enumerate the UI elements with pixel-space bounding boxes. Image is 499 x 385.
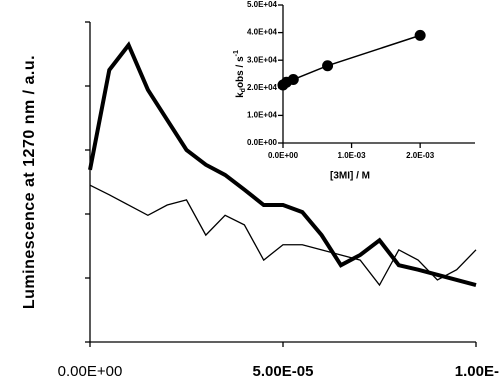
data-line (88, 41, 477, 287)
inset-x-axis-label: [3MI] / M (330, 171, 370, 182)
x-tick-label: 0.00E+00 (58, 363, 123, 380)
y-axis-label: Luminescence at 1270 nm / a.u. (21, 55, 38, 309)
x-tick-label: 2.0E-03 (406, 151, 435, 160)
point (414, 29, 426, 41)
point (287, 74, 299, 86)
trend-line (282, 34, 421, 86)
x-tick-label: 5.00E-05 (253, 363, 314, 380)
y-tick-label: 5.0E+04 (247, 0, 278, 9)
point (322, 60, 334, 72)
y-tick-label: 4.0E+04 (247, 28, 278, 37)
y-tick-label: 2.0E+04 (247, 83, 278, 92)
x-tick-label: 1.00E- (455, 363, 499, 380)
y-tick-label: 0.0E+00 (247, 138, 278, 147)
y-tick-label: 3.0E+04 (247, 55, 278, 64)
x-tick-label: 0.0E+00 (268, 151, 299, 160)
x-tick-label: 1.0E-03 (338, 151, 367, 160)
data-line (89, 184, 477, 287)
y-tick-label: 1.0E+04 (247, 111, 278, 120)
inset-y-axis-label: kdobs / s-1 (233, 50, 247, 98)
